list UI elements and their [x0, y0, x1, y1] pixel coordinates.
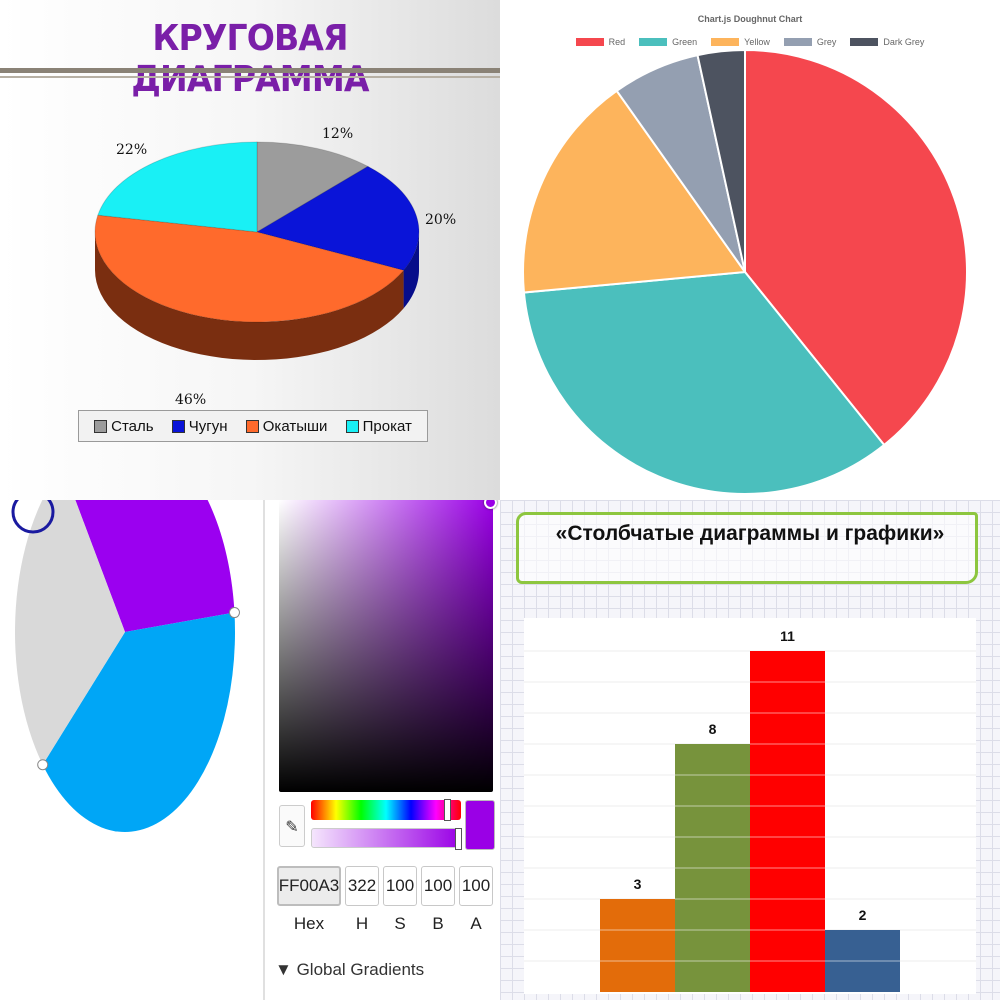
pie-slice-grey[interactable] [15, 500, 125, 765]
bar-chart: 3 8 11 2 [524, 618, 976, 994]
pie-side-chugun [403, 232, 419, 309]
pie-slice-okatyshi [94, 214, 405, 323]
legend-swatch [245, 419, 259, 433]
saturation-value-area[interactable] [279, 500, 497, 792]
pie-slice-dark-grey[interactable] [696, 48, 746, 273]
current-color-swatch [465, 800, 495, 850]
hue-field[interactable]: 322 [345, 866, 379, 906]
pie-side-okatyshi [95, 232, 404, 360]
saturation-field[interactable]: 100 [383, 866, 417, 906]
brightness-field[interactable]: 100 [421, 866, 455, 906]
legend-item-chugun: Чугун [171, 417, 228, 435]
legend-label: Yellow [744, 37, 770, 47]
legend-item-prokat: Прокат [345, 417, 412, 435]
legend-swatch [575, 38, 604, 46]
pie-slice-chugun [255, 165, 420, 271]
selection-ring [11, 500, 55, 534]
global-gradients-section[interactable]: ▼ Global Gradients [275, 960, 424, 980]
legend-label: Сталь [111, 417, 154, 435]
legend-item-yellow[interactable]: Yellow [711, 37, 770, 47]
legend-label: Red [608, 37, 626, 47]
triangle-down-icon: ▼ [275, 960, 292, 979]
legend-item-red[interactable]: Red [575, 37, 626, 47]
legend-label: Grey [816, 37, 837, 47]
legend-swatch [711, 38, 740, 46]
eyedropper-icon[interactable]: ✎ [279, 805, 305, 847]
alpha-slider-handle[interactable] [455, 828, 462, 850]
a-label: A [470, 914, 482, 933]
pie-slice-green[interactable] [522, 270, 886, 495]
legend-item-green[interactable]: Green [639, 37, 697, 47]
pie-slice-yellow[interactable] [522, 89, 747, 294]
bar [750, 651, 825, 992]
legend-label: Green [672, 37, 698, 47]
pie-slice-prokat [97, 141, 258, 233]
chartjs-panel: Chart.js Doughnut Chart Red Green Yellow… [500, 0, 1000, 500]
chartjs-legend: Red Green Yellow Grey Dark Grey [500, 37, 1000, 47]
hue-slider-handle[interactable] [444, 799, 452, 821]
legend-label: Чугун [188, 417, 228, 435]
bar-value-label: 8 [709, 721, 717, 737]
legend-label: Окатыши [262, 417, 328, 435]
b-label: B [432, 914, 444, 933]
pie-editor-panel: ✎ FF00A3 322 100 100 100 Hex H S B A ▼ G… [0, 500, 500, 1000]
legend-swatch [94, 419, 108, 433]
title-rule [0, 68, 500, 73]
slice-label-chugun: 20% [425, 212, 457, 228]
slice-label-okatyshi: 46% [175, 392, 207, 408]
legend-item-dark-grey[interactable]: Dark Grey [850, 37, 924, 47]
legend-swatch [783, 38, 812, 46]
color-picker-panel: ✎ FF00A3 322 100 100 100 Hex H S B A ▼ G… [263, 500, 500, 1000]
legend-item-grey[interactable]: Grey [783, 37, 837, 47]
pie-slice-purple[interactable] [63, 500, 235, 632]
hue-slider[interactable] [311, 799, 461, 821]
title-banner [516, 512, 978, 584]
s-label: S [394, 914, 406, 933]
legend-label: Dark Grey [883, 37, 925, 47]
bar-value-label: 2 [859, 907, 867, 923]
bar-chart-panel: «Столбчатые диаграммы и графики» 3 8 11 2 [500, 500, 1000, 1000]
editable-pie[interactable] [0, 500, 265, 1000]
pie-3d-chart [94, 141, 420, 360]
alpha-slider[interactable] [311, 828, 462, 850]
h-label: H [355, 914, 369, 933]
chartjs-title: Chart.js Doughnut Chart [697, 14, 803, 24]
pie-3d-legend: Сталь Чугун Окатыши Прокат [78, 410, 428, 442]
alpha-field[interactable]: 100 [459, 866, 493, 906]
pie-3d-panel: КРУГОВАЯ ДИАГРАММА 12% 20% 46% 22% Сталь… [0, 0, 500, 500]
pie-3d-title: КРУГОВАЯ ДИАГРАММА [131, 18, 369, 100]
pie-slice-blue[interactable] [42, 612, 235, 832]
sv-handle[interactable] [484, 500, 497, 509]
hex-field[interactable]: FF00A3 [277, 866, 341, 906]
bar [600, 899, 675, 992]
bar-value-label: 3 [634, 876, 642, 892]
legend-swatch [171, 419, 185, 433]
legend-item-stal: Сталь [94, 417, 154, 435]
legend-label: Прокат [362, 417, 412, 435]
legend-swatch [850, 38, 879, 46]
chartjs-pie [522, 48, 968, 495]
bar-value-label: 11 [780, 628, 795, 644]
pie-slice-red[interactable] [744, 48, 968, 447]
global-gradients-label: Global Gradients [296, 960, 425, 979]
title-rule-thin [0, 76, 500, 78]
slice-drag-handle[interactable] [228, 607, 240, 619]
hex-label: Hex [293, 914, 325, 933]
legend-swatch [345, 419, 359, 433]
slice-label-prokat: 22% [116, 142, 148, 158]
legend-item-okatyshi: Окатыши [245, 417, 328, 435]
pie-slice-stal [256, 141, 369, 233]
legend-swatch [639, 38, 668, 46]
bar-chart-title: «Столбчатые диаграммы и графики» [555, 522, 945, 545]
slice-drag-handle[interactable] [37, 759, 49, 771]
slice-label-stal: 12% [322, 126, 354, 142]
